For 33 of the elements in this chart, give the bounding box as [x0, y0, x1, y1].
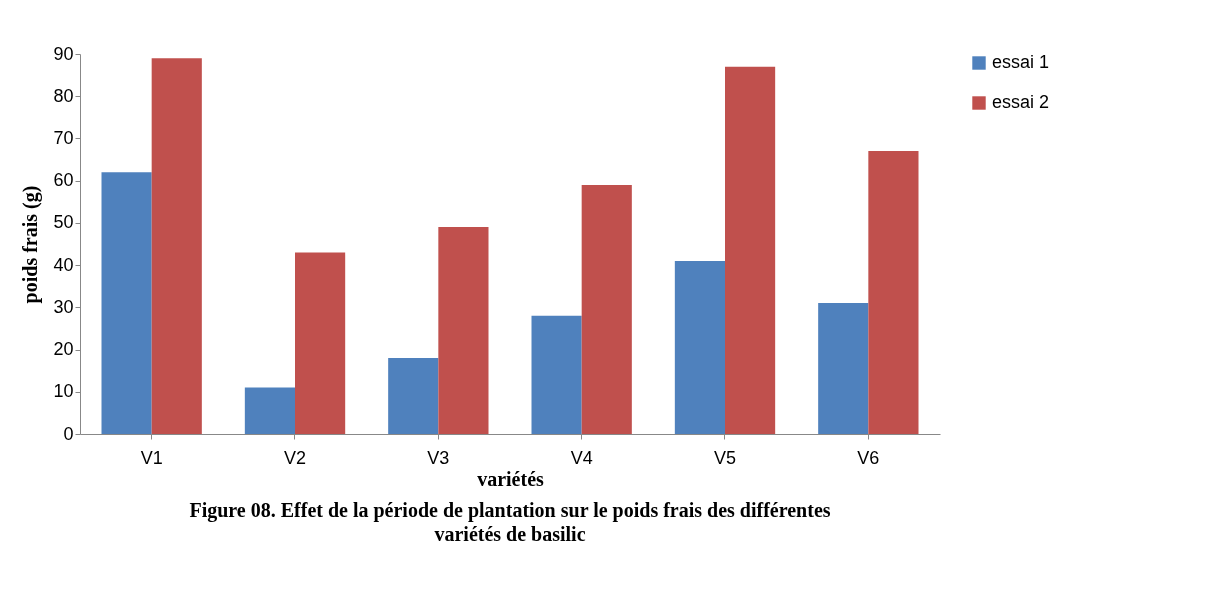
y-tick-label: 90	[53, 43, 74, 64]
bar	[101, 172, 152, 434]
y-tick-label: 60	[53, 170, 74, 191]
legend-label: essai 1	[992, 52, 1050, 72]
bar	[295, 252, 346, 434]
y-tick-label: 50	[53, 212, 74, 233]
bar	[438, 227, 489, 434]
bar	[725, 66, 776, 434]
bar	[244, 387, 295, 434]
y-tick-label: 0	[63, 423, 74, 444]
x-tick-label: V5	[713, 447, 737, 468]
x-tick-label: V3	[427, 447, 450, 468]
y-tick-label: 10	[53, 381, 74, 402]
x-axis-title: variétés	[477, 467, 545, 490]
x-tick-label: V2	[283, 447, 307, 468]
bar	[818, 303, 869, 434]
legend-label: essai 2	[992, 92, 1050, 112]
y-tick-label: 20	[53, 339, 74, 360]
y-tick-label: 70	[53, 127, 74, 148]
bar	[388, 358, 439, 434]
bar	[674, 260, 725, 434]
y-tick-label: 40	[53, 254, 74, 275]
bar	[868, 151, 919, 434]
y-tick-label: 30	[53, 296, 74, 317]
y-tick-label: 80	[53, 85, 74, 106]
x-tick-label: V6	[857, 447, 880, 468]
bar	[531, 315, 582, 434]
x-tick-label: V4	[570, 447, 593, 468]
bar	[581, 184, 632, 434]
x-tick-label: V1	[140, 447, 163, 468]
text: Figure 08. Effet de la période de plantation sur le poids frais des différentes variétés de basilic	[189, 499, 831, 545]
bar	[151, 58, 202, 434]
y-axis-title: poids frais (g)	[19, 185, 43, 304]
